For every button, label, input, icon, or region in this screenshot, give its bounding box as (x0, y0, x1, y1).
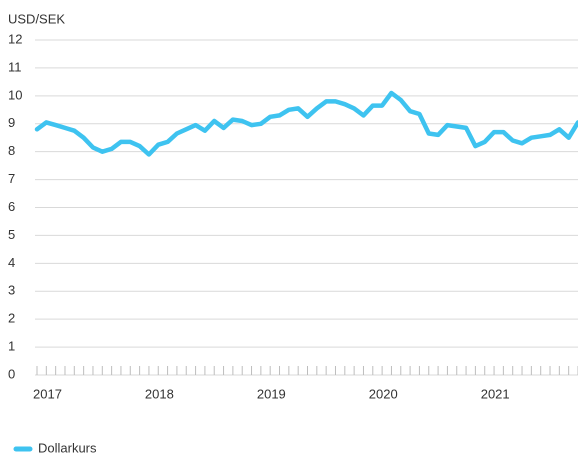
y-tick-label: 3 (8, 283, 15, 298)
y-tick-label: 4 (8, 255, 15, 270)
x-tick-label: 2019 (257, 386, 286, 401)
y-tick-label: 2 (8, 311, 15, 326)
y-tick-label: 1 (8, 339, 15, 354)
x-tick-label: 2018 (145, 386, 174, 401)
line-series (34, 90, 578, 157)
y-tick-label: 5 (8, 227, 15, 242)
x-tick-label: 2021 (481, 386, 510, 401)
y-tick-label: 11 (8, 59, 22, 74)
y-tick-label: 12 (8, 31, 22, 46)
y-tick-label: 0 (8, 366, 15, 381)
y-tick-label: 6 (8, 199, 15, 214)
legend-label: Dollarkurs (38, 440, 97, 455)
x-tick-label: 2020 (369, 386, 398, 401)
y-tick-label: 8 (8, 143, 15, 158)
y-tick-label: 10 (8, 87, 22, 102)
x-tick-label: 2017 (33, 386, 62, 401)
y-tick-label: 9 (8, 115, 15, 130)
y-tick-label: 7 (8, 171, 15, 186)
y-axis-label: USD/SEK (8, 11, 65, 26)
